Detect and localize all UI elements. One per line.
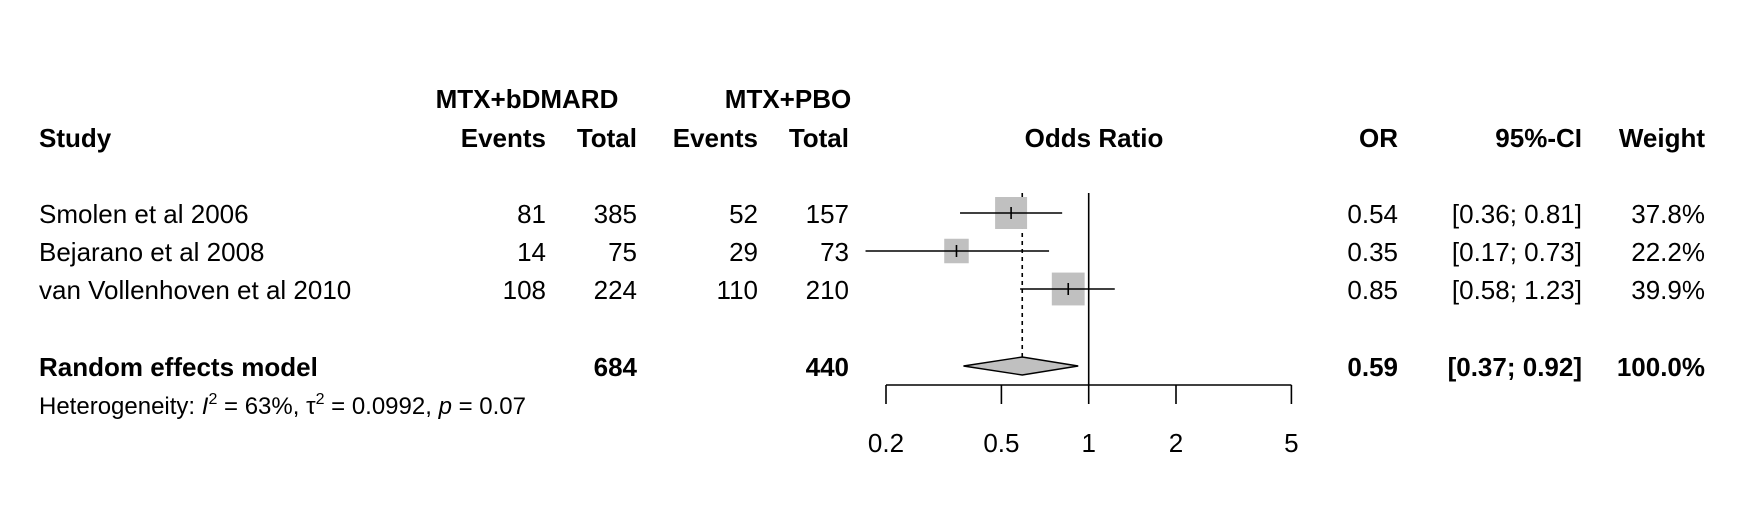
x-axis-tick-label: 1: [1081, 428, 1095, 458]
or-value: 0.54: [1347, 199, 1398, 229]
header-study: Study: [39, 123, 112, 153]
x-axis-tick-label: 2: [1169, 428, 1183, 458]
pooled-or: 0.59: [1347, 352, 1398, 382]
pooled-name: Random effects model: [39, 352, 318, 382]
ci-value: [0.36; 0.81]: [1452, 199, 1582, 229]
events2: 110: [717, 275, 758, 305]
header-odds-ratio: Odds Ratio: [1025, 123, 1164, 153]
events1: 108: [503, 275, 546, 305]
total1: 385: [594, 199, 637, 229]
total2: 210: [806, 275, 849, 305]
study-row: van Vollenhoven et al 2010 108 224 110 2…: [39, 275, 1705, 305]
header-ci: 95%-CI: [1495, 123, 1582, 153]
header-events1: Events: [461, 123, 546, 153]
or-value: 0.85: [1347, 275, 1398, 305]
study-name: Bejarano et al 2008: [39, 237, 265, 267]
total1: 75: [608, 237, 637, 267]
ci-value: [0.58; 1.23]: [1452, 275, 1582, 305]
header-weight: Weight: [1619, 123, 1706, 153]
header-events2: Events: [673, 123, 758, 153]
pooled-diamond: [963, 356, 1079, 376]
weight-value: 22.2%: [1631, 237, 1705, 267]
ci-value: [0.17; 0.73]: [1452, 237, 1582, 267]
header-group1: MTX+bDMARD: [436, 84, 619, 114]
header-total2: Total: [789, 123, 849, 153]
events1: 81: [517, 199, 546, 229]
study-row: Smolen et al 2006 81 385 52 157 0.54 [0.…: [39, 199, 1705, 229]
x-axis-tick-label: 0.2: [868, 428, 904, 458]
events1: 14: [517, 237, 546, 267]
study-name: Smolen et al 2006: [39, 199, 249, 229]
x-axis-tick-label: 0.5: [983, 428, 1019, 458]
pooled-total2: 440: [806, 352, 849, 382]
heterogeneity-text: Heterogeneity: I2 = 63%, τ2 = 0.0992, p …: [39, 391, 526, 420]
header-total1: Total: [577, 123, 637, 153]
study-row: Bejarano et al 2008 14 75 29 73 0.35 [0.…: [39, 237, 1705, 267]
pooled-total1: 684: [594, 352, 638, 382]
weight-value: 39.9%: [1631, 275, 1705, 305]
pooled-ci: [0.37; 0.92]: [1448, 352, 1582, 382]
header-or: OR: [1359, 123, 1398, 153]
or-value: 0.35: [1347, 237, 1398, 267]
pooled-weight: 100.0%: [1617, 352, 1705, 382]
total2: 73: [820, 237, 849, 267]
total1: 224: [594, 275, 637, 305]
pooled-row: Random effects model 684 440 0.59 [0.37;…: [39, 352, 1705, 382]
study-name: van Vollenhoven et al 2010: [39, 275, 351, 305]
x-axis-tick-label: 5: [1284, 428, 1298, 458]
events2: 29: [729, 237, 758, 267]
total2: 157: [806, 199, 849, 229]
weight-value: 37.8%: [1631, 199, 1705, 229]
header-group2: MTX+PBO: [725, 84, 851, 114]
events2: 52: [729, 199, 758, 229]
